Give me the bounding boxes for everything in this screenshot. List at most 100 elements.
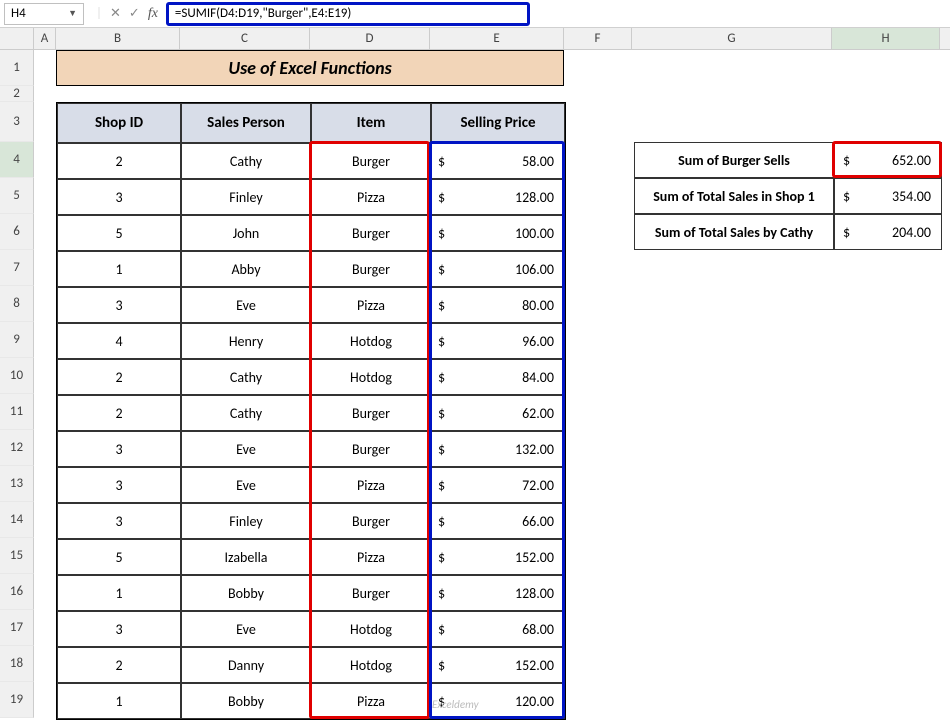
row-header-6[interactable]: 6 [0,214,34,250]
cell-sales-person[interactable]: Cathy [181,359,311,395]
cell-shop-id[interactable]: 3 [57,611,181,647]
cell-price[interactable]: $96.00 [431,323,565,359]
row-header-2[interactable]: 2 [0,86,34,102]
row-header-1[interactable]: 1 [0,50,34,86]
cell-item[interactable]: Hotdog [311,323,431,359]
cell-sales-person[interactable]: Eve [181,611,311,647]
col-header-H[interactable]: H [832,28,940,49]
cell-sales-person[interactable]: Finley [181,179,311,215]
cell-price[interactable]: $128.00 [431,575,565,611]
cell-price[interactable]: $68.00 [431,611,565,647]
cell-shop-id[interactable]: 1 [57,251,181,287]
fx-icon[interactable]: fx [148,6,158,22]
cell-price[interactable]: $58.00 [431,143,565,179]
row-header-10[interactable]: 10 [0,358,34,394]
row-header-15[interactable]: 15 [0,538,34,574]
cell-item[interactable]: Burger [311,251,431,287]
cell-sales-person[interactable]: Bobby [181,683,311,719]
row-header-3[interactable]: 3 [0,102,34,142]
summary-value[interactable]: $204.00 [834,214,942,250]
cell-sales-person[interactable]: Danny [181,647,311,683]
cell-price[interactable]: $152.00 [431,539,565,575]
cell-price[interactable]: $152.00 [431,647,565,683]
cell-item[interactable]: Pizza [311,539,431,575]
cell-item[interactable]: Pizza [311,467,431,503]
cell-shop-id[interactable]: 1 [57,683,181,719]
cell-sales-person[interactable]: Eve [181,431,311,467]
formula-input[interactable]: =SUMIF(D4:D19,"Burger",E4:E19) [166,2,530,26]
cell-item[interactable]: Hotdog [311,647,431,683]
cell-item[interactable]: Hotdog [311,359,431,395]
cell-item[interactable]: Burger [311,431,431,467]
confirm-icon[interactable]: ✓ [129,6,140,21]
row-header-19[interactable]: 19 [0,682,34,718]
summary-value[interactable]: $652.00 [834,142,942,178]
cell-price[interactable]: $80.00 [431,287,565,323]
cell-price[interactable]: $128.00 [431,179,565,215]
cell-sales-person[interactable]: Eve [181,287,311,323]
cell-shop-id[interactable]: 3 [57,287,181,323]
cell-shop-id[interactable]: 3 [57,179,181,215]
cell-shop-id[interactable]: 3 [57,503,181,539]
cell-item[interactable]: Hotdog [311,611,431,647]
cell-price[interactable]: $72.00 [431,467,565,503]
row-header-11[interactable]: 11 [0,394,34,430]
col-header-B[interactable]: B [56,28,180,49]
col-header-E[interactable]: E [430,28,564,49]
col-header-D[interactable]: D [310,28,430,49]
row-header-5[interactable]: 5 [0,178,34,214]
row-header-8[interactable]: 8 [0,286,34,322]
row-header-9[interactable]: 9 [0,322,34,358]
col-header-C[interactable]: C [180,28,310,49]
cell-shop-id[interactable]: 4 [57,323,181,359]
cell-price[interactable]: $106.00 [431,251,565,287]
row-header-13[interactable]: 13 [0,466,34,502]
cell-price[interactable]: $62.00 [431,395,565,431]
row-header-14[interactable]: 14 [0,502,34,538]
cell-sales-person[interactable]: Bobby [181,575,311,611]
cell-sales-person[interactable]: Henry [181,323,311,359]
row-header-7[interactable]: 7 [0,250,34,286]
name-box[interactable]: H4 ▼ [4,3,84,25]
cell-shop-id[interactable]: 2 [57,359,181,395]
cell-item[interactable]: Burger [311,215,431,251]
cell-sales-person[interactable]: Cathy [181,395,311,431]
cell-item[interactable]: Burger [311,575,431,611]
cell-shop-id[interactable]: 2 [57,395,181,431]
cell-item[interactable]: Burger [311,503,431,539]
col-header-F[interactable]: F [564,28,632,49]
row-header-4[interactable]: 4 [0,142,34,178]
cell-sales-person[interactable]: Cathy [181,143,311,179]
cell-item[interactable]: Pizza [311,287,431,323]
cell-shop-id[interactable]: 3 [57,431,181,467]
name-box-dropdown-icon[interactable]: ▼ [68,8,77,19]
cell-sales-person[interactable]: John [181,215,311,251]
row-header-16[interactable]: 16 [0,574,34,610]
cell-shop-id[interactable]: 3 [57,467,181,503]
col-header-G[interactable]: G [632,28,832,49]
cell-sales-person[interactable]: Abby [181,251,311,287]
cell-price[interactable]: $100.00 [431,215,565,251]
cell-shop-id[interactable]: 5 [57,539,181,575]
cell-price[interactable]: $132.00 [431,431,565,467]
cell-price[interactable]: $84.00 [431,359,565,395]
cell-item[interactable]: Pizza [311,179,431,215]
cell-shop-id[interactable]: 2 [57,647,181,683]
col-header-A[interactable]: A [34,28,56,49]
row-header-17[interactable]: 17 [0,610,34,646]
row-header-12[interactable]: 12 [0,430,34,466]
cell-sales-person[interactable]: Finley [181,503,311,539]
summary-value[interactable]: $354.00 [834,178,942,214]
cell-sales-person[interactable]: Izabella [181,539,311,575]
row-header-18[interactable]: 18 [0,646,34,682]
cell-sales-person[interactable]: Eve [181,467,311,503]
cell-item[interactable]: Pizza [311,683,431,719]
cell-shop-id[interactable]: 5 [57,215,181,251]
cell-item[interactable]: Burger [311,143,431,179]
cells-area[interactable]: Use of Excel Functions Shop ID Sales Per… [34,50,950,718]
cell-shop-id[interactable]: 1 [57,575,181,611]
cell-price[interactable]: $66.00 [431,503,565,539]
cell-shop-id[interactable]: 2 [57,143,181,179]
cell-item[interactable]: Burger [311,395,431,431]
cancel-icon[interactable]: ✕ [110,6,121,21]
